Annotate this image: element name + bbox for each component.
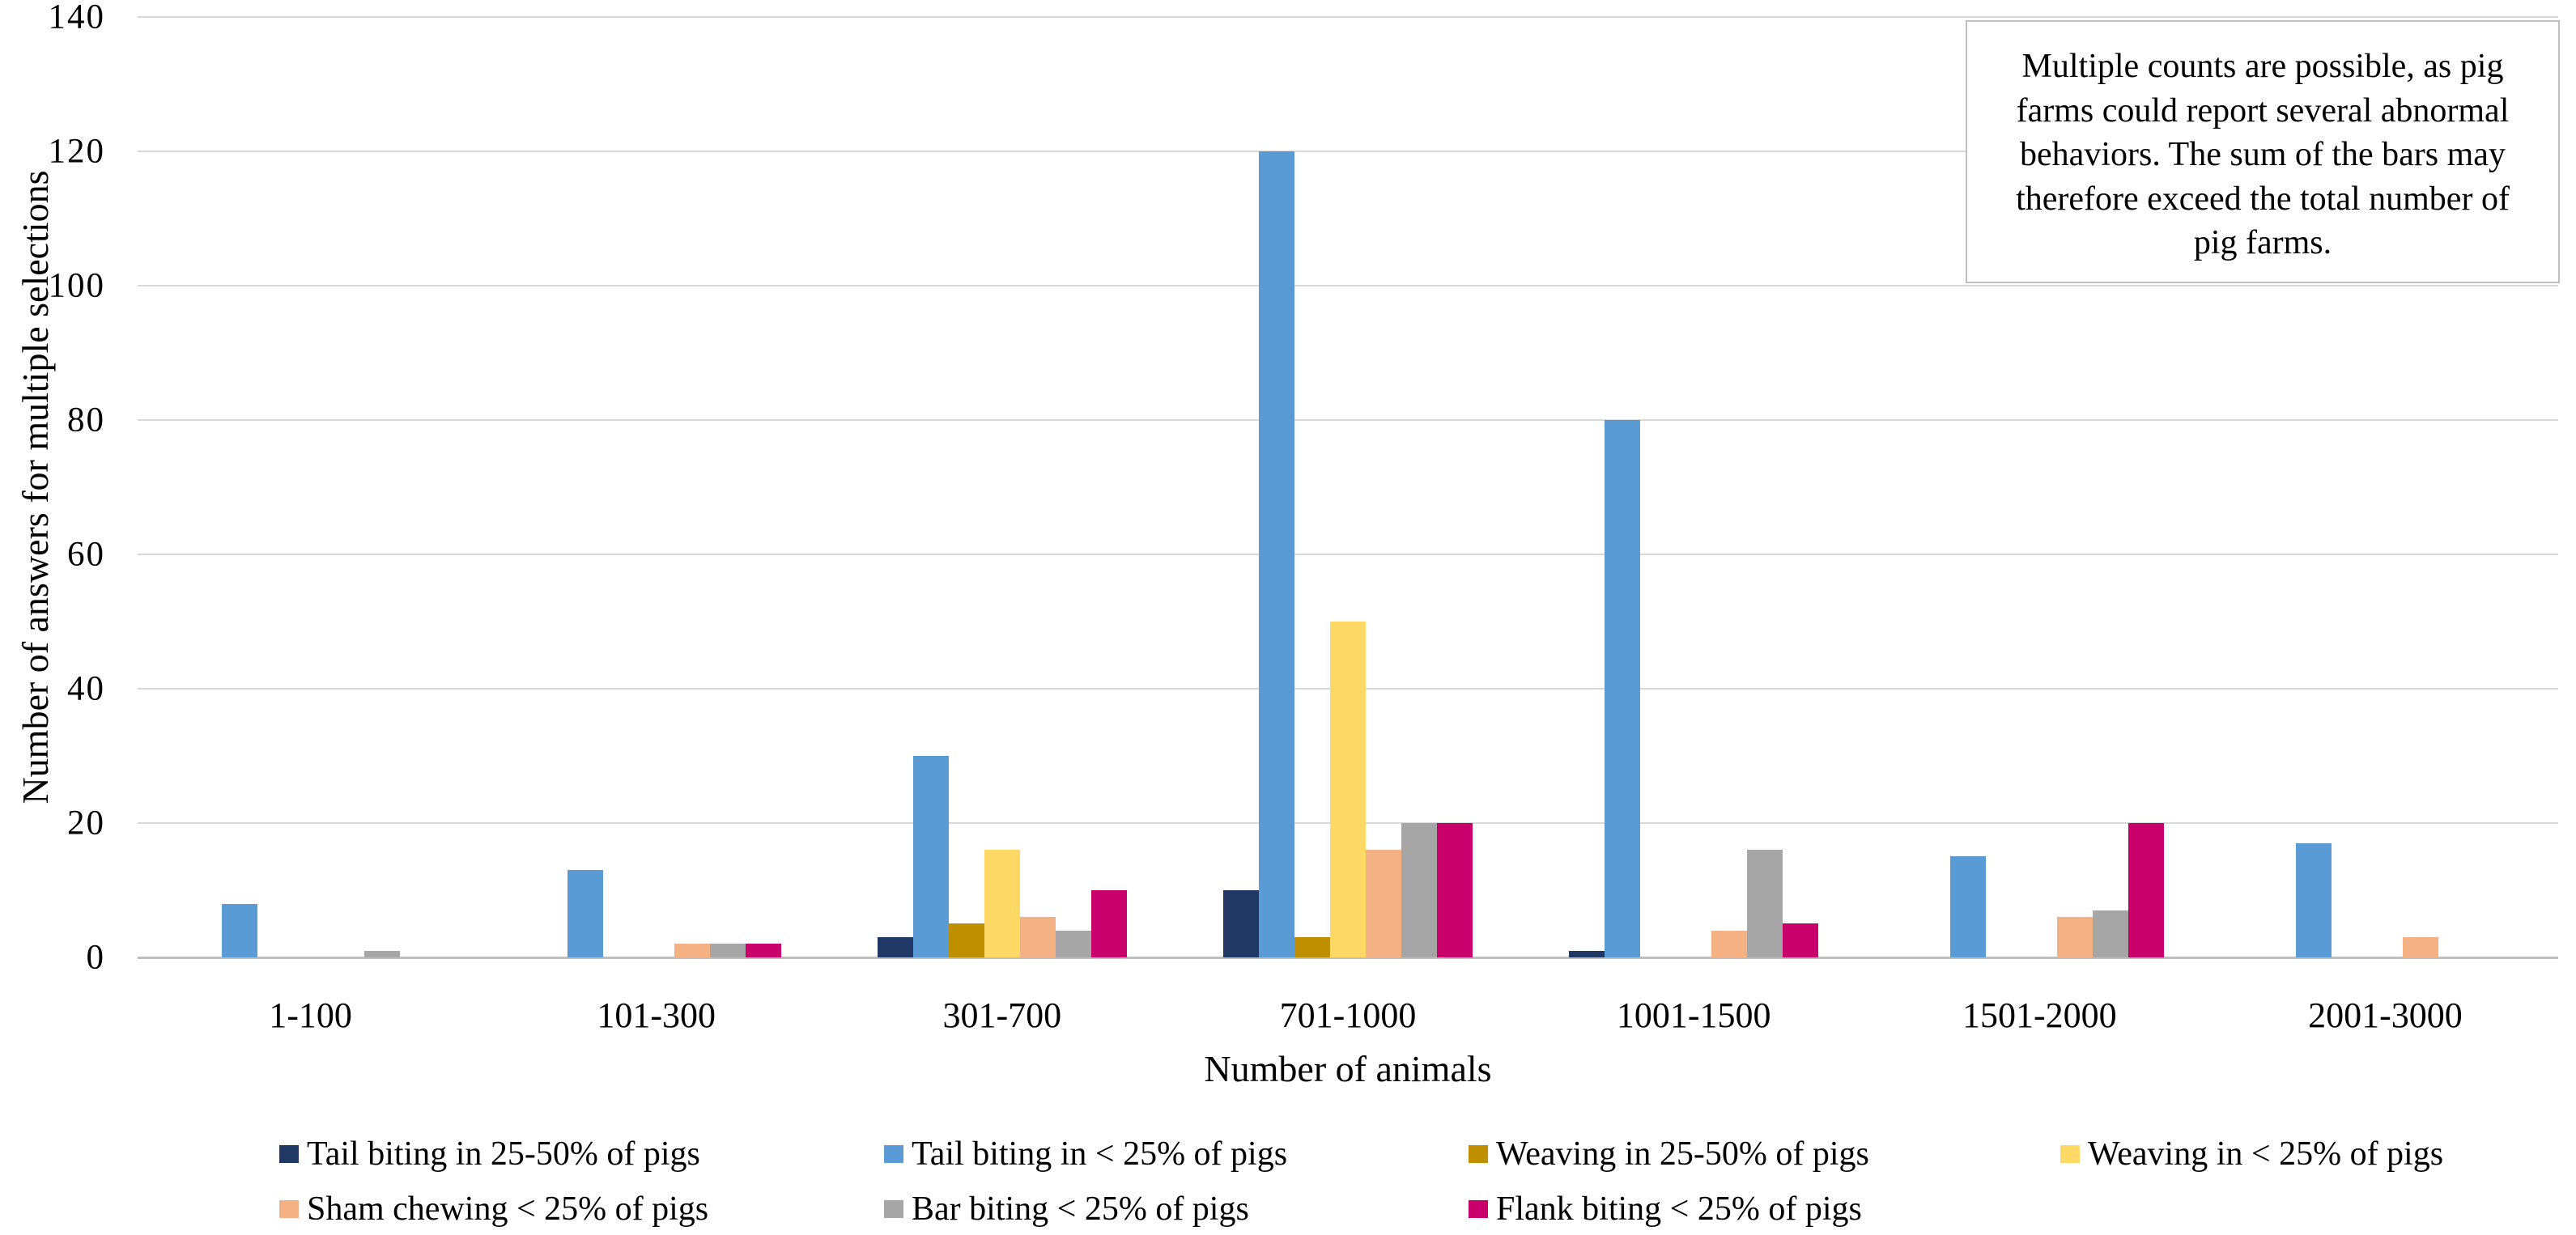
- bar: [948, 923, 984, 957]
- legend-item: Bar biting < 25% of pigs: [884, 1191, 1249, 1227]
- bar: [567, 870, 603, 957]
- y-tick-label: 140: [48, 0, 105, 36]
- bar: [1747, 850, 1783, 957]
- legend-label: Tail biting in < 25% of pigs: [912, 1135, 1288, 1173]
- bar: [1401, 823, 1437, 957]
- y-axis-title: Number of answers for multiple selection…: [15, 170, 56, 804]
- bar: [1259, 151, 1294, 957]
- x-axis-title: Number of animals: [1204, 1048, 1492, 1089]
- legend-swatch-icon: [1469, 1145, 1488, 1163]
- x-tick-label: 701-1000: [1279, 995, 1417, 1035]
- x-tick-label: 101-300: [597, 995, 716, 1035]
- bar: [745, 944, 781, 957]
- bar: [709, 944, 746, 957]
- bar: [1055, 931, 1091, 957]
- gridline: [138, 554, 2558, 555]
- legend-item: Tail biting in 25-50% of pigs: [279, 1136, 700, 1172]
- bar: [1605, 420, 1641, 957]
- y-tick-label: 100: [48, 266, 105, 305]
- y-tick-label: 20: [67, 804, 105, 842]
- x-tick-label: 301-700: [942, 995, 1062, 1035]
- y-tick-label: 120: [48, 132, 105, 171]
- legend-swatch-icon: [279, 1200, 299, 1218]
- legend-swatch-icon: [884, 1200, 903, 1218]
- bar: [1783, 923, 1819, 957]
- legend-label: Bar biting < 25% of pigs: [912, 1190, 1249, 1228]
- legend-item: Weaving in 25-50% of pigs: [1469, 1136, 1869, 1172]
- gridline: [138, 151, 2558, 152]
- legend-item: Weaving in < 25% of pigs: [2060, 1136, 2443, 1172]
- bar: [1294, 937, 1330, 957]
- bar: [1019, 917, 1056, 957]
- bar: [363, 951, 400, 957]
- legend-swatch-icon: [2060, 1145, 2080, 1163]
- bar: [221, 904, 257, 957]
- bar: [1569, 951, 1605, 957]
- x-tick-label: 1501-2000: [1962, 995, 2117, 1035]
- bar: [1437, 823, 1473, 957]
- legend-swatch-icon: [884, 1145, 903, 1163]
- gridline: [138, 16, 2558, 18]
- x-axis-line: [138, 957, 2558, 959]
- bar-group-301-700: [877, 17, 1127, 957]
- bar-group-2001-3000: [2260, 17, 2510, 957]
- legend-label: Flank biting < 25% of pigs: [1496, 1190, 1862, 1228]
- bar: [1711, 931, 1748, 957]
- legend-label: Weaving in < 25% of pigs: [2088, 1135, 2444, 1173]
- x-tick-label: 1001-1500: [1616, 995, 1771, 1035]
- bar: [2128, 823, 2165, 957]
- legend-item: Flank biting < 25% of pigs: [1469, 1191, 1862, 1227]
- bar: [1223, 890, 1259, 957]
- bar-group-1-100: [186, 17, 436, 957]
- bar-group-101-300: [532, 17, 781, 957]
- legend-label: Tail biting in 25-50% of pigs: [307, 1135, 700, 1173]
- plot-area: 0 20 40 60 80 100 120 140 1-100 101-300 301-700 701…: [49, 0, 2558, 1033]
- annotation-box: Multiple counts are possible, as pig far…: [1966, 20, 2560, 283]
- bar: [1366, 850, 1401, 957]
- legend-swatch-icon: [279, 1145, 299, 1163]
- bar: [674, 944, 710, 957]
- bar: [2296, 843, 2332, 957]
- legend-item: Tail biting in < 25% of pigs: [884, 1136, 1287, 1172]
- x-tick-label: 1-100: [269, 995, 352, 1035]
- legend-label: Sham chewing < 25% of pigs: [307, 1190, 709, 1228]
- bar: [1090, 890, 1127, 957]
- y-tick-label: 0: [86, 938, 105, 977]
- bar: [1950, 856, 1987, 957]
- bar-group-1001-1500: [1569, 17, 1819, 957]
- gridline: [138, 285, 2558, 286]
- y-tick-label: 80: [67, 401, 105, 439]
- bar: [2403, 937, 2439, 957]
- bar-group-701-1000: [1223, 17, 1473, 957]
- bar-group-1501-2000: [1915, 17, 2165, 957]
- bar: [984, 850, 1020, 957]
- y-tick-label: 40: [67, 669, 105, 708]
- bar: [2093, 910, 2129, 957]
- bar: [2057, 917, 2094, 957]
- bar: [912, 756, 949, 957]
- legend-item: Sham chewing < 25% of pigs: [279, 1191, 708, 1227]
- x-tick-label: 2001-3000: [2308, 995, 2463, 1035]
- legend-label: Weaving in 25-50% of pigs: [1496, 1135, 1869, 1173]
- bar: [877, 937, 913, 957]
- bar: [1330, 622, 1366, 957]
- legend-swatch-icon: [1469, 1200, 1488, 1218]
- gridline: [138, 419, 2558, 421]
- y-tick-label: 60: [67, 535, 105, 574]
